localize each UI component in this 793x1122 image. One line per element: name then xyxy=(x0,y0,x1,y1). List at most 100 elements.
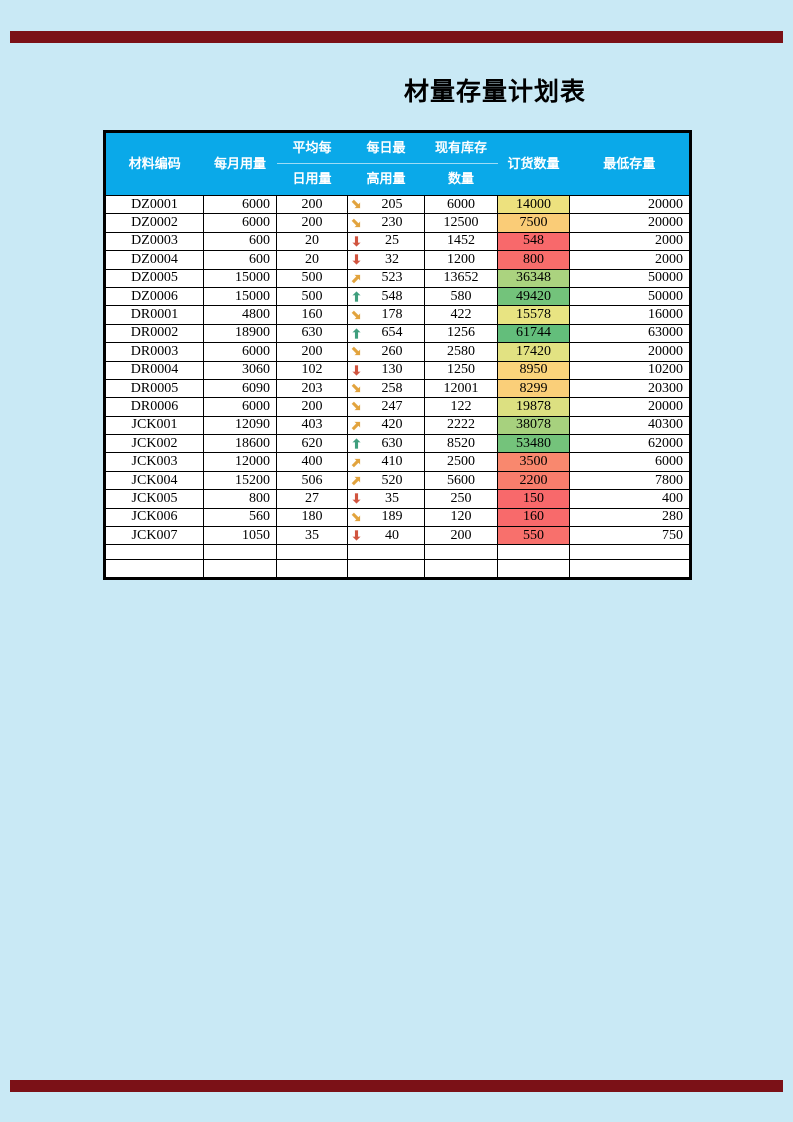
trend-arrow-icon xyxy=(350,420,362,432)
cell-current-stock: 250 xyxy=(424,489,498,509)
cell-minimum-stock: 63000 xyxy=(569,323,691,344)
cell-order-quantity: 19878 xyxy=(497,397,570,417)
cell-current-stock: 580 xyxy=(424,286,498,307)
cell-minimum-stock xyxy=(569,544,691,561)
cell-material-code: JCK007 xyxy=(104,526,204,546)
cell-max-daily-usage: 548 xyxy=(347,286,425,307)
cell-current-stock: 1452 xyxy=(424,231,498,252)
cell-current-stock: 200 xyxy=(424,526,498,546)
cell-order-quantity: 15578 xyxy=(497,305,570,325)
cell-monthly-usage xyxy=(203,559,277,580)
cell-minimum-stock: 2000 xyxy=(569,231,691,252)
cell-material-code: JCK001 xyxy=(104,415,204,436)
cell-max-daily-usage: 260 xyxy=(347,342,425,362)
cell-minimum-stock: 400 xyxy=(569,489,691,509)
cell-avg-daily-usage: 160 xyxy=(276,305,348,325)
cell-monthly-usage: 3060 xyxy=(203,360,277,380)
cell-max-daily-value: 205 xyxy=(381,196,403,212)
cell-avg-daily-usage: 200 xyxy=(276,397,348,417)
cell-current-stock: 12001 xyxy=(424,378,498,399)
cell-max-daily-usage: 178 xyxy=(347,305,425,325)
top-decorative-bar xyxy=(10,31,783,43)
trend-arrow-icon xyxy=(351,364,362,376)
trend-arrow-icon xyxy=(350,273,362,284)
cell-max-daily-usage: 654 xyxy=(347,323,425,344)
empty-table-row xyxy=(104,544,691,561)
header-order-quantity: 订货数量 xyxy=(497,131,570,196)
cell-max-daily-value: 548 xyxy=(381,288,403,304)
trend-arrow-icon xyxy=(351,530,362,542)
cell-order-quantity: 8950 xyxy=(497,360,570,380)
cell-order-quantity: 53480 xyxy=(497,434,570,454)
cell-monthly-usage: 12090 xyxy=(203,415,277,436)
trend-arrow-icon xyxy=(350,199,362,210)
table-header: 材料编码 每月用量 平均每 日用量 每日最 高用量 现有库存 数量 xyxy=(104,131,691,196)
cell-avg-daily-usage: 200 xyxy=(276,342,348,362)
table-row: DR0001 4800 160 178 422 15578 16000 xyxy=(104,305,691,325)
cell-max-daily-usage: 130 xyxy=(347,360,425,380)
trend-arrow-icon xyxy=(351,327,362,339)
table-row: JCK003 12000 400 410 2500 3500 6000 xyxy=(104,452,691,472)
cell-material-code: JCK002 xyxy=(104,434,204,454)
cell-current-stock: 422 xyxy=(424,305,498,325)
cell-max-daily-usage: 205 xyxy=(347,194,425,215)
cell-order-quantity: 36348 xyxy=(497,268,570,288)
cell-material-code: JCK003 xyxy=(104,452,204,472)
cell-material-code: DR0003 xyxy=(104,342,204,362)
table-row: DZ0006 15000 500 548 580 49420 50000 xyxy=(104,286,691,307)
cell-monthly-usage: 15200 xyxy=(203,470,277,491)
cell-current-stock: 122 xyxy=(424,397,498,417)
table-row: DZ0001 6000 200 205 6000 14000 20000 xyxy=(104,194,691,215)
cell-minimum-stock: 20000 xyxy=(569,397,691,417)
cell-max-daily-usage: 630 xyxy=(347,434,425,454)
cell-material-code: DR0004 xyxy=(104,360,204,380)
cell-monthly-usage: 6000 xyxy=(203,397,277,417)
cell-avg-daily-usage: 27 xyxy=(276,489,348,509)
header-material-code: 材料编码 xyxy=(104,131,204,196)
cell-monthly-usage: 560 xyxy=(203,507,277,528)
table-row: DZ0004 600 20 32 1200 800 2000 xyxy=(104,250,691,270)
cell-minimum-stock: 40300 xyxy=(569,415,691,436)
cell-material-code: DZ0003 xyxy=(104,231,204,252)
cell-monthly-usage: 6000 xyxy=(203,213,277,233)
inventory-table-container: 材料编码 每月用量 平均每 日用量 每日最 高用量 现有库存 数量 xyxy=(103,130,692,581)
cell-max-daily-value: 523 xyxy=(381,270,403,286)
table-row: JCK007 1050 35 40 200 550 750 xyxy=(104,526,691,546)
cell-avg-daily-usage: 403 xyxy=(276,415,348,436)
cell-minimum-stock: 62000 xyxy=(569,434,691,454)
cell-avg-daily-usage: 200 xyxy=(276,194,348,215)
cell-material-code: JCK006 xyxy=(104,507,204,528)
cell-order-quantity xyxy=(497,559,570,580)
cell-current-stock: 8520 xyxy=(424,434,498,454)
cell-monthly-usage: 6000 xyxy=(203,194,277,215)
cell-current-stock: 12500 xyxy=(424,213,498,233)
cell-max-daily-value: 25 xyxy=(385,233,399,249)
cell-minimum-stock: 280 xyxy=(569,507,691,528)
cell-monthly-usage: 600 xyxy=(203,250,277,270)
cell-current-stock xyxy=(424,559,498,580)
cell-max-daily-value: 654 xyxy=(381,325,403,341)
cell-material-code: DZ0005 xyxy=(104,268,204,288)
cell-minimum-stock: 16000 xyxy=(569,305,691,325)
table-row: JCK001 12090 403 420 2222 38078 40300 xyxy=(104,415,691,436)
cell-material-code: DZ0002 xyxy=(104,213,204,233)
cell-minimum-stock: 750 xyxy=(569,526,691,546)
cell-material-code: DR0002 xyxy=(104,323,204,344)
cell-avg-daily-usage: 20 xyxy=(276,231,348,252)
cell-material-code xyxy=(104,544,204,561)
cell-order-quantity: 14000 xyxy=(497,194,570,215)
cell-order-quantity: 49420 xyxy=(497,286,570,307)
table-row: JCK006 560 180 189 120 160 280 xyxy=(104,507,691,528)
cell-order-quantity: 800 xyxy=(497,250,570,270)
table-row: DR0003 6000 200 260 2580 17420 20000 xyxy=(104,342,691,362)
cell-order-quantity: 548 xyxy=(497,231,570,252)
cell-avg-daily-usage: 506 xyxy=(276,470,348,491)
cell-material-code: DZ0001 xyxy=(104,194,204,215)
trend-arrow-icon xyxy=(350,401,362,412)
table-row: DZ0003 600 20 25 1452 548 2000 xyxy=(104,231,691,252)
cell-order-quantity: 150 xyxy=(497,489,570,509)
cell-max-daily-value: 630 xyxy=(381,435,403,451)
cell-monthly-usage: 18900 xyxy=(203,323,277,344)
cell-order-quantity: 17420 xyxy=(497,342,570,362)
